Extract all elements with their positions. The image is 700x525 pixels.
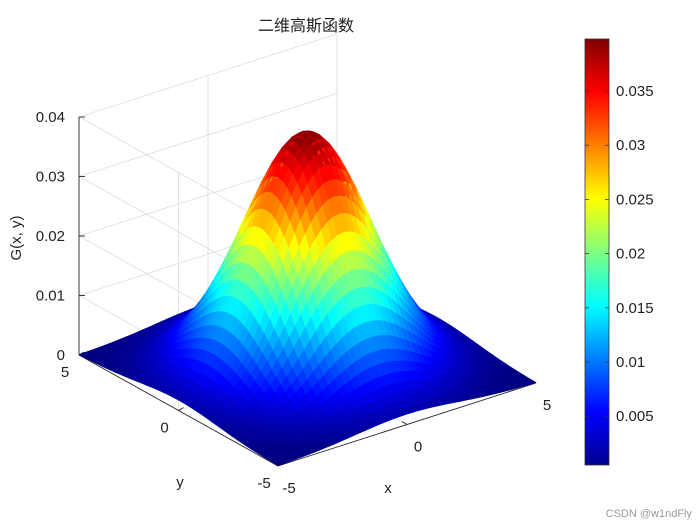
colorbar: 0.005 0.01 0.015 0.02 0.025 0.03 0.035 — [584, 38, 654, 466]
z-tick-label: 0.01 — [36, 288, 65, 305]
x-tick-label: 5 — [543, 397, 551, 414]
watermark: CSDN @w1ndFly — [605, 508, 692, 520]
colorbar-tick-label: 0.015 — [616, 300, 654, 317]
colorbar-tick-label: 0.03 — [616, 137, 645, 154]
z-tick-label: 0.02 — [36, 228, 65, 245]
chart-title: 二维高斯函数 — [258, 16, 354, 35]
y-tick-mark — [178, 407, 184, 411]
x-tick-mark — [272, 462, 279, 467]
z-tick-label: 0 — [57, 347, 65, 364]
z-axis-label: G(x, y) — [8, 216, 25, 261]
colorbar-gradient — [584, 38, 610, 466]
surface-patch — [525, 379, 537, 385]
x-tick-mark — [401, 421, 408, 425]
gaussian-surface — [78, 130, 537, 466]
y-tick-label: 0 — [160, 420, 168, 437]
colorbar-tick-label: 0.02 — [616, 246, 645, 263]
colorbar-tick-label: 0.025 — [616, 191, 654, 208]
z-tick-label: 0.04 — [36, 109, 65, 126]
colorbar-tick-label: 0.005 — [616, 408, 654, 425]
x-tick-label: 0 — [414, 439, 422, 456]
y-tick-label: -5 — [257, 475, 270, 492]
y-axis-label: y — [176, 474, 184, 491]
x-tick-label: -5 — [282, 480, 295, 497]
x-axis-label: x — [384, 480, 392, 497]
z-tick-label: 0.03 — [36, 169, 65, 186]
colorbar-tick-label: 0.01 — [616, 354, 645, 371]
colorbar-tick-label: 0.035 — [616, 83, 654, 100]
colorbar-ticks: 0.005 0.01 0.015 0.02 0.025 0.03 0.035 — [585, 83, 654, 425]
y-tick-label: 5 — [61, 364, 69, 381]
